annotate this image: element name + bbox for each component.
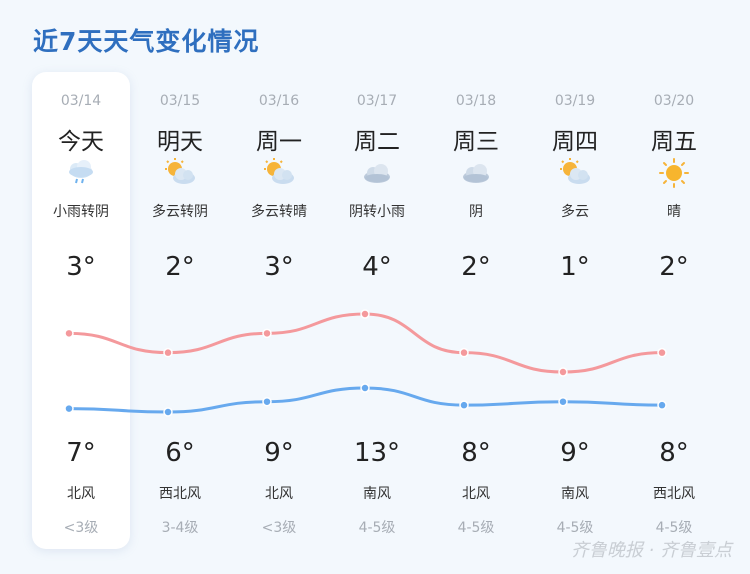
day-column: 03/18 周三阴 2° 8° 北风 4-5级 <box>427 72 525 549</box>
date-label: 03/14 <box>60 93 102 109</box>
day-column: 03/19 周四多云 1° 9° 南风 4-5级 <box>526 72 624 549</box>
cloudy-icon <box>360 158 394 188</box>
high-temp-point <box>163 347 173 358</box>
watermark: 齐鲁晚报 · 齐鲁壹点 <box>570 540 732 561</box>
wind-direction-label: 北风 <box>67 486 95 502</box>
high-temp-point <box>558 367 568 377</box>
high-temp-label: 4° <box>362 252 392 282</box>
low-temp-point <box>558 396 568 407</box>
date-label: 03/15 <box>159 93 201 109</box>
cloudy-icon <box>459 158 493 188</box>
sunny-icon <box>657 158 691 188</box>
low-temp-label: 7° <box>66 438 96 468</box>
high-temp-point <box>459 347 469 358</box>
high-temp-label: 2° <box>659 252 689 282</box>
low-temp-label: 9° <box>560 438 590 468</box>
high-temp-point <box>64 328 74 339</box>
high-temp-label: 2° <box>461 252 491 282</box>
day-label: 周三 <box>453 129 499 155</box>
condition-label: 多云转晴 <box>251 204 307 220</box>
day-label: 周五 <box>651 129 697 155</box>
low-temp-point <box>163 407 173 417</box>
low-temp-label: 8° <box>659 438 689 468</box>
date-label: 03/18 <box>455 93 497 109</box>
date-label: 03/19 <box>554 93 596 109</box>
high-temp-point <box>262 328 272 339</box>
low-temp-point <box>64 403 74 414</box>
partly-cloudy-icon <box>558 158 592 188</box>
day-label: 今天 <box>58 129 104 155</box>
condition-label: 多云 <box>561 204 589 220</box>
wind-level-label: 4-5级 <box>457 520 495 536</box>
date-label: 03/20 <box>653 93 695 109</box>
high-temp-label: 2° <box>165 252 195 282</box>
condition-label: 多云转阴 <box>152 204 208 220</box>
high-temp-label: 3° <box>66 252 96 282</box>
condition-label: 小雨转阴 <box>53 204 109 220</box>
high-temp-point <box>360 309 370 319</box>
wind-level-label: <3级 <box>261 520 297 536</box>
today-card <box>32 72 130 549</box>
condition-label: 阴转小雨 <box>349 204 405 220</box>
day-column: 03/20 周五晴 2° 8° 西北风 4-5级 <box>625 72 723 549</box>
wind-level-label: 3-4级 <box>161 520 199 536</box>
low-temp-label: 6° <box>165 438 195 468</box>
day-column: 03/15 明天多云转阴 2° 6° 西北风 3-4级 <box>131 72 229 549</box>
day-column: 03/16 周一多云转晴 3° 9° 北风 <3级 <box>230 72 328 549</box>
wind-level-label: <3级 <box>63 520 99 536</box>
high-temp-point <box>657 347 667 358</box>
condition-label: 阴 <box>469 204 483 220</box>
wind-direction-label: 南风 <box>561 486 589 502</box>
wind-direction-label: 南风 <box>363 486 391 502</box>
wind-level-label: 4-5级 <box>655 520 693 536</box>
wind-level-label: 4-5级 <box>556 520 594 536</box>
partly-cloudy-icon <box>163 158 197 188</box>
condition-label: 晴 <box>667 204 681 220</box>
day-label: 明天 <box>157 129 203 155</box>
high-temp-label: 3° <box>264 252 294 282</box>
wind-direction-label: 西北风 <box>159 486 201 502</box>
wind-direction-label: 北风 <box>265 486 293 502</box>
low-temp-point <box>459 400 469 410</box>
low-temp-label: 13° <box>353 438 401 468</box>
date-label: 03/16 <box>258 93 300 109</box>
low-temp-label: 9° <box>264 438 294 468</box>
day-label: 周一 <box>256 129 302 155</box>
low-temp-point <box>360 383 370 393</box>
low-temp-point <box>657 400 667 410</box>
page-title: 近7天天气变化情况 <box>33 27 260 56</box>
wind-level-label: 4-5级 <box>358 520 396 536</box>
low-temp-label: 8° <box>461 438 491 468</box>
low-temp-point <box>262 396 272 407</box>
day-label: 周二 <box>354 129 400 155</box>
wind-direction-label: 北风 <box>462 486 490 502</box>
wind-direction-label: 西北风 <box>653 486 695 502</box>
date-label: 03/17 <box>356 93 398 109</box>
day-column: 03/14 今天小雨转阴 3° 7° 北风 <3级 <box>32 72 130 549</box>
high-temp-label: 1° <box>560 252 590 282</box>
partly-cloudy-icon <box>262 158 296 188</box>
day-column: 03/17 周二阴转小雨 4° 13° 南风 4-5级 <box>328 72 426 549</box>
light-rain-icon <box>64 158 98 188</box>
day-label: 周四 <box>552 129 598 155</box>
